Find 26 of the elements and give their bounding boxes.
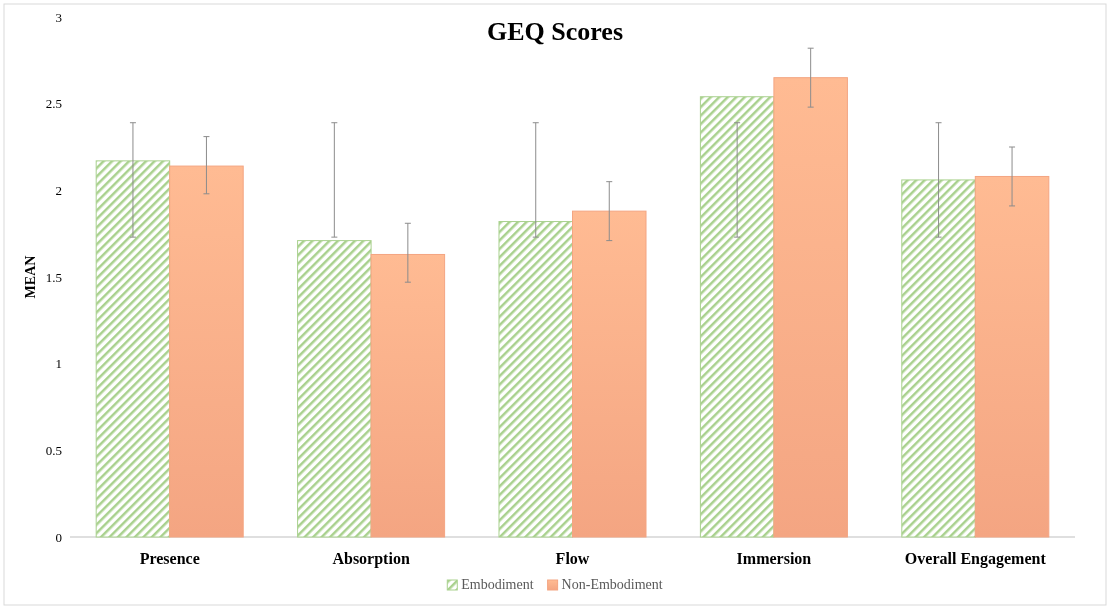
x-tick-label: Absorption bbox=[332, 550, 410, 569]
legend-label: Embodiment bbox=[461, 577, 534, 592]
y-tick-label: 2 bbox=[55, 182, 62, 198]
x-tick-label: Overall Engagement bbox=[904, 550, 1047, 569]
y-tick-label: 3 bbox=[55, 9, 62, 25]
legend-label: Non-Embodiment bbox=[561, 577, 663, 592]
y-tick-label: 1.5 bbox=[45, 269, 62, 285]
y-tick-label: 0 bbox=[55, 529, 62, 545]
bar bbox=[901, 179, 976, 538]
bar bbox=[169, 165, 244, 538]
bar bbox=[297, 240, 372, 538]
bar bbox=[95, 160, 171, 538]
bar bbox=[370, 253, 446, 538]
bar bbox=[572, 210, 647, 538]
bar bbox=[498, 221, 573, 538]
x-tick-label: Presence bbox=[139, 550, 200, 568]
y-axis-title: MEAN bbox=[23, 255, 38, 299]
bar bbox=[974, 175, 1050, 538]
y-tick-label: 0.5 bbox=[45, 442, 62, 458]
y-tick-label: 2.5 bbox=[45, 96, 62, 112]
x-tick-label: Flow bbox=[555, 550, 590, 568]
bar bbox=[699, 96, 775, 538]
y-tick-label: 1 bbox=[55, 356, 62, 372]
bar bbox=[773, 77, 848, 538]
chart-title: GEQ Scores bbox=[486, 17, 624, 46]
x-tick-label: Immersion bbox=[736, 550, 812, 568]
